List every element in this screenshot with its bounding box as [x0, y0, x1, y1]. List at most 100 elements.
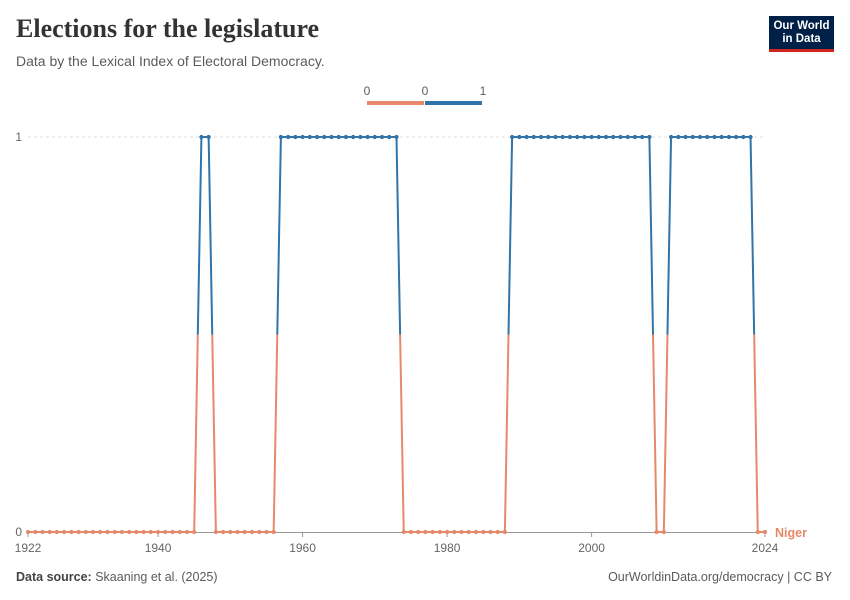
- data-point: [278, 134, 283, 140]
- data-point: [668, 134, 674, 140]
- data-point: [228, 529, 233, 535]
- owid-logo[interactable]: Our World in Data: [769, 16, 834, 52]
- data-point: [640, 134, 645, 140]
- data-point: [502, 529, 507, 535]
- data-point: [560, 134, 565, 140]
- data-source-value[interactable]: Skaaning et al. (2025): [95, 570, 218, 584]
- data-point: [235, 529, 240, 535]
- data-point: [748, 134, 753, 140]
- data-point: [220, 529, 226, 535]
- data-point: [40, 529, 45, 535]
- legend-label: 0: [422, 84, 429, 98]
- data-point: [343, 134, 349, 140]
- data-point: [726, 134, 731, 140]
- legend-label: 1: [480, 84, 487, 98]
- data-point: [683, 134, 688, 140]
- x-tick-label: 1940: [145, 541, 172, 555]
- series-line-segment: [507, 136, 514, 335]
- data-point: [538, 134, 544, 140]
- data-point: [379, 134, 385, 140]
- data-point: [69, 529, 74, 535]
- data-point: [719, 134, 724, 140]
- logo-line-2: in Data: [782, 33, 821, 45]
- data-point: [300, 134, 305, 140]
- series-line-segment: [749, 136, 756, 335]
- data-point: [481, 529, 486, 535]
- data-point: [589, 134, 594, 140]
- series-line-segment: [272, 334, 279, 533]
- data-point: [264, 529, 269, 535]
- data-point: [437, 529, 442, 535]
- data-point: [423, 529, 428, 535]
- data-point: [647, 134, 652, 140]
- data-point: [408, 529, 414, 535]
- data-point: [293, 134, 298, 140]
- data-point: [444, 529, 450, 535]
- data-point: [625, 134, 630, 140]
- logo-line-1: Our World: [773, 20, 830, 32]
- chart-title: Elections for the legislature: [16, 14, 320, 43]
- data-point: [473, 529, 479, 535]
- legend-label: 0: [364, 84, 371, 98]
- data-point: [553, 134, 558, 140]
- data-point: [387, 134, 392, 140]
- data-point: [199, 134, 204, 140]
- data-point: [351, 134, 356, 140]
- data-point: [286, 134, 291, 140]
- data-point: [394, 134, 399, 140]
- data-point: [401, 529, 406, 535]
- data-point: [242, 529, 247, 535]
- data-point: [25, 529, 31, 535]
- data-point: [307, 134, 312, 140]
- data-point: [495, 529, 500, 535]
- data-point: [603, 134, 609, 140]
- data-point: [141, 529, 146, 535]
- data-point: [567, 134, 573, 140]
- data-point: [632, 134, 638, 140]
- data-point: [336, 134, 341, 140]
- data-point: [192, 529, 197, 535]
- data-point: [741, 134, 746, 140]
- data-point: [127, 529, 132, 535]
- data-point: [416, 529, 421, 535]
- data-point: [654, 529, 659, 535]
- data-point: [33, 529, 38, 535]
- legend-swatch: [367, 101, 424, 105]
- data-point: [271, 529, 276, 535]
- series-line-segment: [503, 334, 510, 533]
- data-point: [98, 529, 103, 535]
- data-point: [76, 529, 81, 535]
- data-point: [510, 134, 515, 140]
- series-line-segment: [662, 334, 669, 533]
- data-point: [582, 134, 587, 140]
- data-source-label: Data source:: [16, 570, 92, 584]
- data-point: [733, 134, 739, 140]
- x-tick-label: 1960: [289, 541, 316, 555]
- data-point: [611, 134, 616, 140]
- series-line-segment: [666, 136, 673, 335]
- data-point: [372, 134, 377, 140]
- data-point: [177, 529, 182, 535]
- data-point: [119, 529, 125, 535]
- series-line-segment: [276, 136, 282, 335]
- data-point: [47, 529, 52, 535]
- x-tick-label: 1922: [15, 541, 42, 555]
- series-line-segment: [753, 334, 759, 533]
- data-point: [705, 134, 710, 140]
- series-line-segment: [207, 136, 214, 335]
- data-point: [83, 529, 88, 535]
- chart-subtitle: Data by the Lexical Index of Electoral D…: [16, 53, 325, 69]
- footer-link[interactable]: OurWorldinData.org/democracy | CC BY: [608, 570, 832, 584]
- data-point: [170, 529, 175, 535]
- data-point: [163, 529, 168, 535]
- data-point: [755, 529, 760, 535]
- y-tick-label: 1: [15, 130, 22, 144]
- data-point: [105, 529, 110, 535]
- x-tick-label: 2024: [752, 541, 779, 555]
- data-point: [184, 529, 190, 535]
- data-point: [762, 529, 768, 535]
- data-source: Data source: Skaaning et al. (2025): [16, 570, 218, 584]
- series-line-segment: [648, 136, 655, 335]
- legend-swatch: [425, 101, 482, 105]
